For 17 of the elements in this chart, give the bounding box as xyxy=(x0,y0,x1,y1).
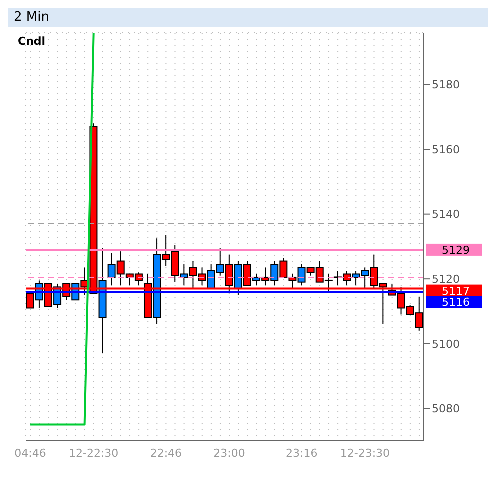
y-tick-label: 5160 xyxy=(432,143,460,156)
x-tick-label: 12-22:30 xyxy=(69,446,119,460)
annotation: Cndl xyxy=(18,35,46,48)
y-tick-label: 5140 xyxy=(432,208,460,222)
chart-title: 2 Min xyxy=(8,8,488,27)
x-tick-label: 04:46 xyxy=(14,446,46,460)
y-tick-label: 5180 xyxy=(432,78,460,92)
y-tick-label: 5100 xyxy=(432,338,460,351)
x-tick-label: 12-23:30 xyxy=(340,446,390,460)
ref-line-label: 5129 xyxy=(442,244,470,257)
x-tick-label: 23:16 xyxy=(286,446,318,460)
x-tick-label: 23:00 xyxy=(214,446,246,460)
x-tick-label: 22:46 xyxy=(150,446,182,460)
y-tick-label: 5080 xyxy=(432,402,460,416)
y-tick-label: 5120 xyxy=(432,273,460,286)
ref-line-label: 5116 xyxy=(442,296,470,310)
ref-line-label: 5117 xyxy=(442,284,470,298)
